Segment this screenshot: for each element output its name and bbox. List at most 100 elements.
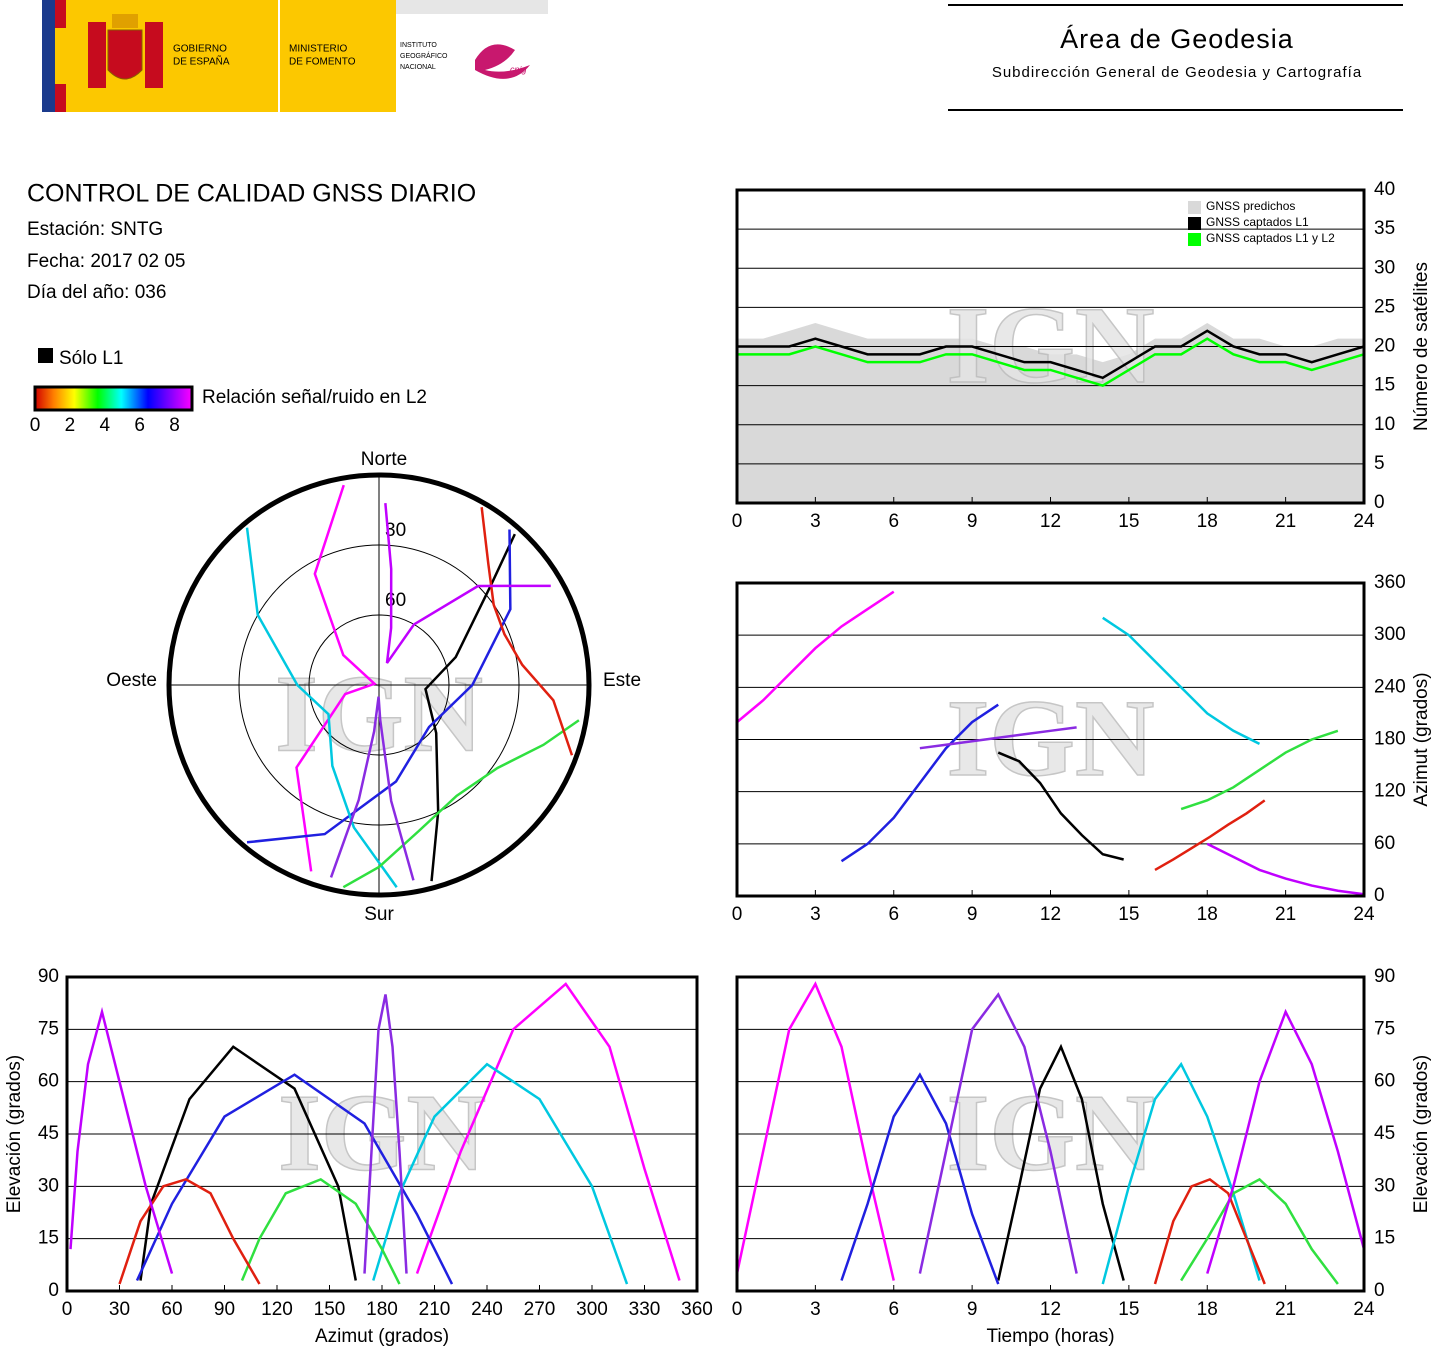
report-title: CONTROL DE CALIDAD GNSS DIARIO (27, 180, 476, 208)
x-tick-label: 0 (732, 511, 743, 532)
x-tick-label: 24 (1353, 511, 1375, 532)
legend-swatch (1188, 201, 1201, 214)
y-tick-label: 60 (1374, 833, 1395, 854)
l1-only-label: Sólo L1 (59, 348, 123, 369)
y-tick-label: 40 (1374, 179, 1395, 200)
colorbar-tick-label: 6 (134, 415, 145, 436)
track (840, 1072, 1000, 1285)
flag-blue (42, 0, 55, 112)
x-tick-label: 6 (888, 904, 899, 925)
track (736, 590, 895, 724)
y-tick-label: 35 (1374, 218, 1395, 239)
y-tick-label: 75 (1374, 1018, 1395, 1039)
track (918, 992, 1078, 1274)
x-tick-label: 150 (314, 1299, 346, 1320)
logo-text: GEOGRÁFICO (400, 51, 448, 60)
watermark: IGN (947, 284, 1155, 406)
logo-text: MINISTERIO (289, 44, 348, 55)
direction-label: Norte (361, 449, 407, 470)
x-tick-label: 3 (810, 904, 821, 925)
logo-text: DE ESPAÑA (173, 55, 230, 68)
x-tick-label: 15 (1118, 1299, 1139, 1320)
x-axis-label: Tiempo (horas) (986, 1326, 1114, 1347)
direction-label: Oeste (106, 670, 157, 691)
legend-swatch (1188, 233, 1201, 246)
legend-label: GNSS predichos (1206, 199, 1295, 213)
y-tick-label: 180 (1374, 729, 1406, 750)
x-tick-label: 0 (732, 1299, 743, 1320)
y-axis-label: Elevación (grados) (4, 1055, 25, 1213)
track (919, 726, 1077, 750)
y-tick-label: 10 (1374, 414, 1395, 435)
logo-gray-bar (396, 0, 548, 14)
x-tick-label: 240 (471, 1299, 503, 1320)
y-tick-label: 15 (38, 1228, 59, 1249)
y-tick-label: 90 (1374, 966, 1395, 987)
x-tick-label: 9 (967, 511, 978, 532)
track (415, 982, 681, 1281)
x-tick-label: 60 (161, 1299, 182, 1320)
y-tick-label: 90 (38, 966, 59, 987)
plot-frame (735, 975, 1366, 1293)
x-tick-label: 9 (967, 904, 978, 925)
y-tick-label: 30 (1374, 257, 1395, 278)
sky-track (329, 696, 415, 881)
x-tick-label: 210 (419, 1299, 451, 1320)
area (737, 323, 1364, 503)
track (735, 981, 895, 1281)
x-tick-label: 21 (1275, 904, 1296, 925)
x-tick-label: 270 (524, 1299, 556, 1320)
l1-only-swatch (38, 348, 53, 363)
x-tick-label: 6 (888, 511, 899, 532)
y-tick-label: 120 (1374, 781, 1406, 802)
colorbar (33, 385, 194, 412)
y-axis-label: Azimut (grados) (1411, 672, 1432, 806)
x-tick-label: 120 (261, 1299, 293, 1320)
x-tick-label: 0 (732, 904, 743, 925)
y-tick-label: 30 (38, 1175, 59, 1196)
y-tick-label: 240 (1374, 676, 1406, 697)
x-tick-label: 12 (1040, 1299, 1061, 1320)
area-title: Área de Geodesia (1060, 24, 1294, 54)
track (372, 1062, 629, 1285)
colorbar-tick-label: 2 (65, 415, 76, 436)
legend-label: GNSS captados L1 (1206, 215, 1309, 229)
x-tick-label: 15 (1118, 904, 1139, 925)
track (69, 1006, 174, 1274)
track (1180, 729, 1339, 811)
track (1180, 1177, 1339, 1285)
y-tick-label: 0 (1374, 1280, 1385, 1301)
x-tick-label: 0 (62, 1299, 73, 1320)
y-tick-label: 300 (1374, 624, 1406, 645)
x-tick-label: 300 (576, 1299, 608, 1320)
x-tick-label: 6 (888, 1299, 899, 1320)
colorbar-label: Relación señal/ruido en L2 (202, 387, 427, 408)
ring-label: 30 (385, 520, 406, 541)
date: Fecha: 2017 02 05 (27, 251, 185, 272)
y-tick-label: 0 (1374, 492, 1385, 513)
sky-track (480, 507, 574, 756)
x-tick-label: 90 (214, 1299, 235, 1320)
sky-track (245, 527, 398, 888)
y-tick-label: 45 (38, 1123, 59, 1144)
y-tick-label: 60 (1374, 1071, 1395, 1092)
logo: GOBIERNO DE ESPAÑA MINISTERIO DE FOMENTO… (42, 0, 548, 112)
day-of-year: Día del año: 036 (27, 282, 166, 303)
track (1206, 842, 1365, 896)
x-tick-label: 330 (629, 1299, 661, 1320)
plot-frame (735, 581, 1366, 898)
x-tick-label: 18 (1197, 904, 1218, 925)
track (737, 329, 1365, 380)
y-tick-label: 0 (1374, 885, 1385, 906)
area-subtitle: Subdirección General de Geodesia y Carto… (992, 64, 1362, 81)
direction-label: Sur (364, 904, 394, 925)
x-tick-label: 3 (810, 511, 821, 532)
y-axis-label: Elevación (grados) (1411, 1055, 1432, 1213)
legend-swatch (1188, 217, 1201, 230)
track (240, 1177, 401, 1285)
plot-frame (735, 188, 1366, 505)
y-axis-label: Número de satélites (1411, 262, 1432, 431)
ring-label: 60 (385, 590, 406, 611)
track (1154, 799, 1266, 872)
track (1153, 1177, 1266, 1285)
